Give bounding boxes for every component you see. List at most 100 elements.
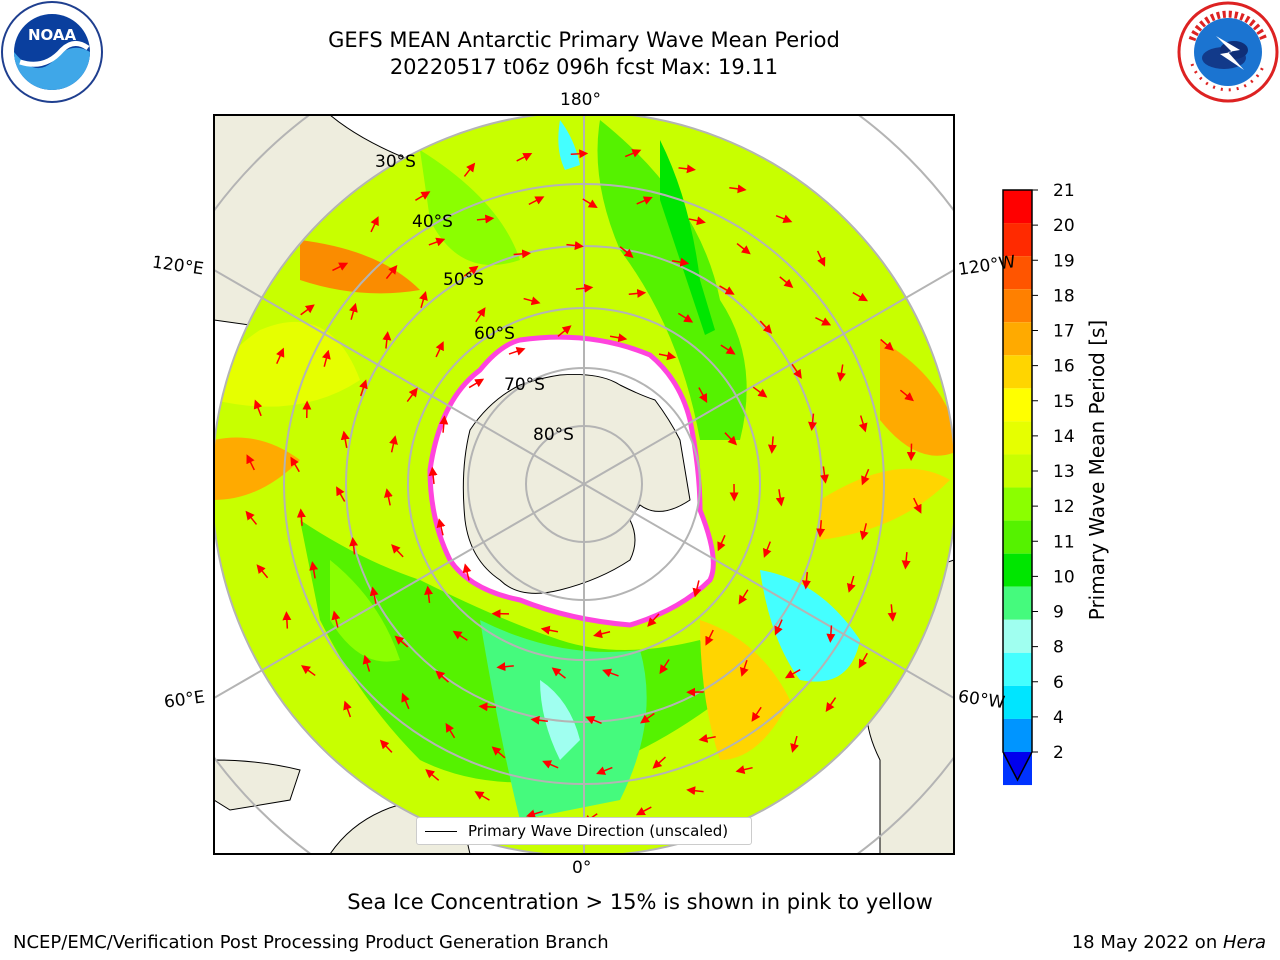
- wave-direction-arrow: [802, 571, 811, 590]
- wave-direction-arrow: [852, 291, 869, 302]
- lat-label-70s: 70°S: [504, 375, 545, 395]
- wave-direction-arrow: [899, 389, 914, 402]
- wave-direction-arrow: [401, 692, 410, 710]
- wave-direction-arrow: [343, 700, 352, 718]
- colorbar-segment: [1003, 652, 1032, 686]
- wave-direction-arrow: [290, 456, 300, 473]
- wave-direction-arrow: [332, 262, 349, 272]
- wave-direction-arrow: [816, 520, 826, 538]
- wave-direction-arrow: [530, 715, 548, 725]
- footer-branch: NCEP/EMC/Verification Post Processing Pr…: [13, 932, 609, 953]
- colorbar-segment: [1003, 421, 1032, 455]
- colorbar-segment: [1003, 289, 1032, 323]
- wave-direction-arrow: [513, 249, 532, 259]
- wave-direction-arrow: [369, 586, 379, 604]
- wave-direction-arrow: [671, 257, 690, 267]
- wave-direction-arrow: [677, 312, 694, 323]
- wave-direction-arrow: [474, 791, 490, 801]
- wave-direction-arrow: [570, 149, 589, 159]
- colorbar-tick-label: 16: [1053, 357, 1075, 377]
- wave-direction-arrow: [659, 659, 670, 675]
- wave-direction-arrow: [729, 184, 747, 194]
- wave-direction-arrow: [557, 325, 572, 337]
- colorbar-segment: [1003, 685, 1032, 719]
- wave-direction-arrow: [301, 665, 316, 677]
- wave-direction-arrow: [624, 149, 642, 158]
- wave-direction-arrow: [379, 739, 393, 753]
- wave-direction-arrow: [720, 344, 736, 355]
- wave-direction-arrow: [336, 486, 346, 502]
- wave-direction-arrow: [736, 242, 751, 255]
- wave-direction-arrow: [596, 766, 613, 775]
- colorbar-tick-label: 13: [1053, 462, 1075, 482]
- colorbar-tick-label: 6: [1053, 673, 1064, 693]
- wave-direction-arrow: [382, 331, 392, 349]
- wave-direction-arrow: [370, 216, 379, 233]
- wave-direction-arrow: [359, 379, 368, 397]
- wave-direction-arrow: [692, 580, 702, 598]
- wave-direction-arrow: [452, 630, 468, 641]
- wave-direction-arrow: [678, 164, 696, 174]
- wave-direction-arrow: [652, 756, 666, 769]
- wave-direction-arrow: [300, 304, 315, 316]
- colorbar-tick-label: 19: [1053, 251, 1075, 271]
- map-frame-content: [214, 115, 954, 854]
- wave-direction-arrow: [609, 333, 628, 343]
- wave-direction-arrow: [705, 629, 714, 646]
- wave-direction-arrow: [636, 196, 653, 205]
- wave-direction-arrow: [340, 430, 350, 448]
- wave-direction-arrow: [763, 541, 772, 558]
- colorbar-tick-label: 14: [1053, 427, 1075, 447]
- wave-direction-arrow: [735, 765, 753, 775]
- wave-direction-arrow: [751, 706, 762, 722]
- lat-label-60s: 60°S: [474, 324, 515, 344]
- wave-direction-arrow: [775, 214, 793, 223]
- wave-direction-arrow: [779, 276, 794, 288]
- colorbar-segment: [1003, 586, 1032, 620]
- wave-direction-arrow: [861, 468, 870, 486]
- wave-direction-arrow: [349, 302, 358, 320]
- wave-direction-arrow: [647, 613, 660, 627]
- land-antarctica: [462, 374, 691, 594]
- colorbar: 21 20 19 18 17 16 15 14 13 12 11 10 9 8 6 4 2: [1002, 181, 1075, 786]
- wave-direction-arrow: [296, 508, 306, 526]
- wave-direction-arrow: [435, 670, 449, 683]
- nws-logo: [1177, 1, 1279, 103]
- wave-direction-arrow: [901, 552, 911, 570]
- wave-direction-arrow: [349, 536, 359, 555]
- wave-direction-arrow: [384, 488, 393, 506]
- colorbar-segment: [1003, 520, 1032, 554]
- noaa-logo: NOAA: [1, 1, 103, 103]
- colorbar-tick-label: 12: [1053, 497, 1075, 517]
- wave-direction-arrow: [331, 610, 341, 628]
- wave-direction-arrow: [428, 466, 438, 485]
- colorbar-segment: [1003, 553, 1032, 587]
- wave-direction-arrow: [913, 497, 922, 514]
- wave-direction-arrow: [322, 349, 331, 367]
- colorbar-tick-label: 9: [1053, 603, 1064, 623]
- wave-direction-arrow: [858, 415, 868, 433]
- wave-direction-arrow: [496, 662, 514, 672]
- wave-direction-arrow: [463, 162, 476, 177]
- sea-ice-note: Sea Ice Concentration > 15% is shown in …: [347, 890, 933, 914]
- wave-direction-arrow: [602, 668, 619, 678]
- colorbar-tick-label: 10: [1053, 567, 1075, 587]
- wave-direction-arrow: [688, 216, 706, 226]
- wave-direction-arrow: [551, 667, 566, 679]
- wave-direction-arrow: [394, 635, 409, 648]
- wave-direction-arrow: [516, 153, 533, 162]
- colorbar-segment: [1003, 487, 1032, 521]
- wave-direction-arrow: [698, 387, 708, 404]
- wave-direction-arrow: [717, 534, 726, 552]
- legend-line-sample: [425, 831, 457, 832]
- wave-direction-arrow: [566, 241, 584, 250]
- wave-direction-arrow: [825, 697, 837, 713]
- wave-direction-arrow: [740, 659, 749, 677]
- colorbar-tick-label: 20: [1053, 216, 1075, 236]
- footer-date-text: 18 May 2022 on: [1071, 932, 1223, 953]
- wave-direction-arrow: [820, 466, 829, 484]
- wave-direction-arrow: [389, 435, 398, 453]
- colorbar-tick-label: 21: [1053, 181, 1075, 201]
- wave-direction-arrow: [463, 265, 479, 277]
- noaa-logo-text: NOAA: [28, 26, 77, 44]
